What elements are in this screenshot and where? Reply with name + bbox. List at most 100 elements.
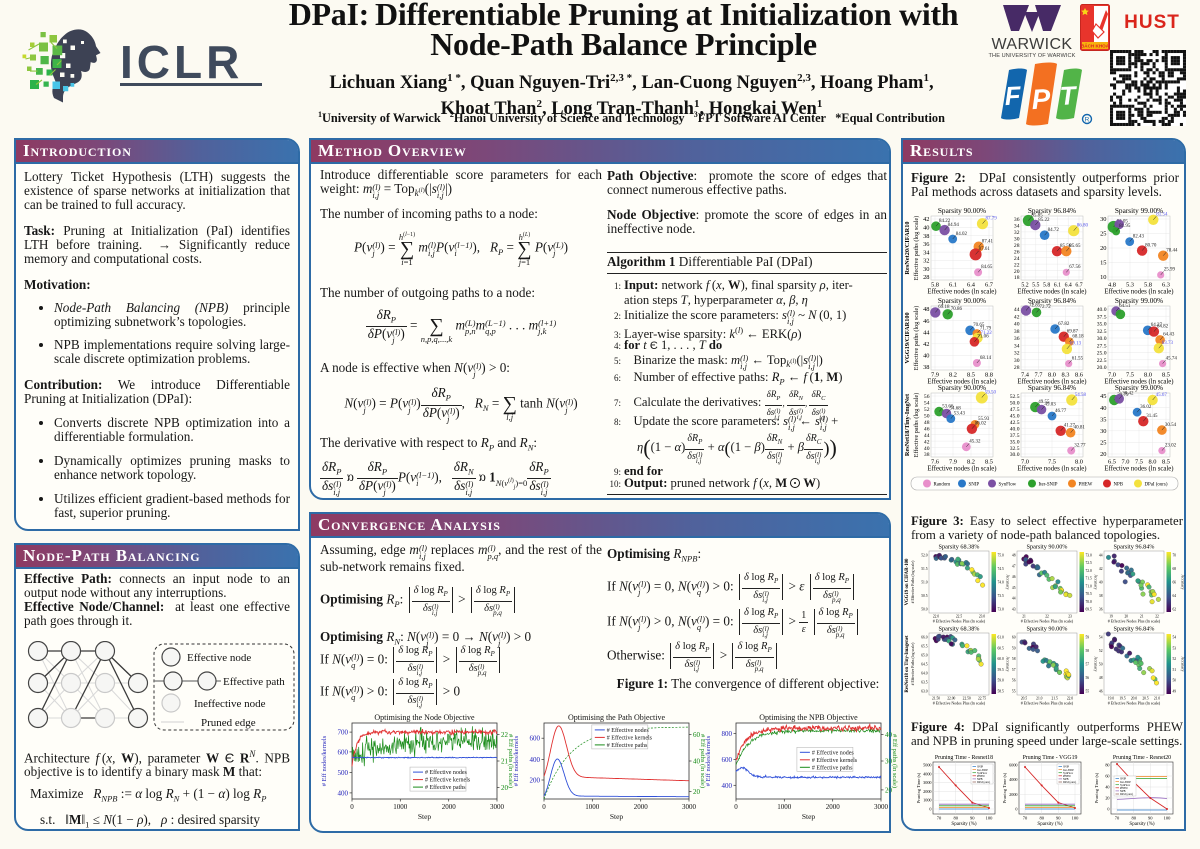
svg-text:# Effective nodes: # Effective nodes <box>425 769 468 776</box>
svg-text:8.5: 8.5 <box>967 372 975 379</box>
svg-text:Random: Random <box>934 483 951 488</box>
svg-text:50.0: 50.0 <box>921 608 927 612</box>
svg-text:49.03: 49.03 <box>1045 402 1057 407</box>
svg-text:37.5: 37.5 <box>1010 433 1020 439</box>
svg-text:69.87: 69.87 <box>1067 330 1079 335</box>
svg-text:5.8: 5.8 <box>1144 282 1152 289</box>
svg-text:8.0: 8.0 <box>1048 372 1056 379</box>
svg-text:60: 60 <box>1105 774 1109 779</box>
svg-text:NPB: NPB <box>1063 778 1069 781</box>
svg-text:4.8: 4.8 <box>1108 282 1116 289</box>
svg-text:53.43: 53.43 <box>954 411 966 416</box>
svg-text:44: 44 <box>923 329 930 336</box>
svg-text:20: 20 <box>1100 451 1106 458</box>
svg-text:23: 23 <box>1068 615 1072 619</box>
svg-text:100: 100 <box>986 816 994 821</box>
svg-text:72.5: 72.5 <box>1086 561 1092 565</box>
svg-text:Ineffective node: Ineffective node <box>194 698 266 710</box>
svg-text:73.0: 73.0 <box>998 608 1004 612</box>
svg-text:# Eff paths (ln scale): # Eff paths (ln scale) <box>891 734 898 788</box>
svg-text:15: 15 <box>1100 260 1106 267</box>
svg-text:48: 48 <box>1099 676 1103 680</box>
svg-text:40.81: 40.81 <box>1074 426 1086 431</box>
svg-text:ResNet18/Tiny-ImgNet: ResNet18/Tiny-ImgNet <box>904 393 911 456</box>
svg-text:Iter-SNIP: Iter-SNIP <box>977 769 988 772</box>
svg-text:1000: 1000 <box>393 803 408 811</box>
svg-text:# Eff nodes/kernels: # Eff nodes/kernels <box>321 735 328 786</box>
svg-text:6.4: 6.4 <box>967 282 976 289</box>
svg-text:Sparsity 90.00%: Sparsity 90.00% <box>1027 544 1068 551</box>
svg-text:Effective nodes (ln scale): Effective nodes (ln scale) <box>1017 289 1086 296</box>
svg-text:20: 20 <box>501 784 509 792</box>
svg-text:19: 19 <box>1109 615 1113 619</box>
svg-text:SynFlow: SynFlow <box>1063 772 1073 775</box>
svg-text:Step: Step <box>802 812 816 821</box>
svg-text:Effective paths (log scale): Effective paths (log scale) <box>913 306 920 371</box>
svg-text:45.67: 45.67 <box>1156 393 1168 398</box>
svg-text:87.41: 87.41 <box>982 240 994 245</box>
svg-text:18: 18 <box>1014 275 1020 281</box>
svg-text:30: 30 <box>1014 358 1020 364</box>
svg-text:Sparsity 99.00%: Sparsity 99.00% <box>1115 206 1163 215</box>
svg-text:36.02: 36.02 <box>1140 405 1152 410</box>
svg-text:Pruning Time (s): Pruning Time (s) <box>916 772 921 803</box>
svg-text:28: 28 <box>1014 243 1020 249</box>
svg-text:57: 57 <box>1012 668 1016 672</box>
svg-text:27.5: 27.5 <box>1097 343 1107 349</box>
svg-text:42: 42 <box>1014 315 1020 321</box>
svg-text:60.0: 60.0 <box>998 657 1004 661</box>
svg-text:# Effective kernels: # Effective kernels <box>812 757 858 764</box>
svg-text:# Effective Nodes Plus (ln sca: # Effective Nodes Plus (ln scale) <box>1108 701 1161 706</box>
svg-text:2000: 2000 <box>826 803 841 811</box>
svg-text:8.0: 8.0 <box>1144 372 1152 379</box>
svg-text:PHEW: PHEW <box>977 775 985 778</box>
svg-text:54: 54 <box>924 401 930 407</box>
svg-text:7.5: 7.5 <box>1048 459 1056 466</box>
svg-text:SNIP: SNIP <box>1120 778 1127 781</box>
svg-text:52.5: 52.5 <box>1010 394 1020 400</box>
svg-text:64.5: 64.5 <box>921 663 927 667</box>
svg-text:ICLR: ICLR <box>120 36 243 88</box>
svg-text:80.70: 80.70 <box>1145 243 1157 248</box>
svg-text:SynFlow: SynFlow <box>999 483 1017 488</box>
svg-text:36: 36 <box>1014 336 1020 342</box>
svg-text:DPaI (ours): DPaI (ours) <box>977 781 990 784</box>
svg-text:NPB: NPB <box>1114 483 1124 488</box>
svg-text:68.14: 68.14 <box>980 356 992 361</box>
svg-text:Pruning Time - Resnet20: Pruning Time - Resnet20 <box>1113 755 1171 761</box>
svg-text:100: 100 <box>1072 816 1080 821</box>
svg-text:80: 80 <box>1105 763 1109 768</box>
svg-text:Effective nodes (ln scale): Effective nodes (ln scale) <box>1017 379 1086 386</box>
svg-text:7.6: 7.6 <box>931 459 939 466</box>
svg-text:30.0: 30.0 <box>1010 452 1020 458</box>
svg-text:PHEW: PHEW <box>1063 775 1071 778</box>
svg-text:Accuracy: Accuracy <box>1006 574 1011 589</box>
svg-text:Sparsity 96.84%: Sparsity 96.84% <box>1114 626 1155 633</box>
svg-text:6.4: 6.4 <box>1065 283 1072 289</box>
svg-text:NPB: NPB <box>977 778 983 781</box>
svg-text:49: 49 <box>1173 690 1177 694</box>
svg-text:69.5: 69.5 <box>1086 608 1092 612</box>
svg-text:47: 47 <box>1012 564 1016 568</box>
svg-text:31.45: 31.45 <box>1146 414 1158 419</box>
svg-text:Iter-SNIP: Iter-SNIP <box>1120 781 1131 784</box>
svg-text:WARWICK: WARWICK <box>991 36 1072 53</box>
svg-text:59.50: 59.50 <box>985 390 997 395</box>
svg-text:Sparsity (%): Sparsity (%) <box>1037 822 1062 827</box>
svg-text:# Effective kernels: # Effective kernels <box>425 777 471 784</box>
svg-text:PHEW: PHEW <box>1120 787 1128 790</box>
svg-text:Effective nodes (ln scale): Effective nodes (ln scale) <box>1017 466 1086 473</box>
svg-text:87.79: 87.79 <box>986 217 998 222</box>
svg-text:20: 20 <box>885 786 893 794</box>
svg-text:71.0: 71.0 <box>1086 584 1092 588</box>
svg-text:48: 48 <box>923 306 929 313</box>
svg-text:Sparsity 90.00%: Sparsity 90.00% <box>1027 626 1068 633</box>
svg-text:8.8: 8.8 <box>985 372 993 379</box>
svg-text:40.0: 40.0 <box>1010 426 1020 432</box>
svg-text:63.73: 63.73 <box>1162 341 1174 346</box>
svg-text:55: 55 <box>1086 690 1090 694</box>
svg-text:DPaI (ours): DPaI (ours) <box>1063 781 1076 784</box>
svg-text:84.72: 84.72 <box>1048 228 1060 233</box>
svg-text:84.02: 84.02 <box>956 232 968 237</box>
svg-text:Effective paths (log scale): Effective paths (log scale) <box>913 216 920 281</box>
